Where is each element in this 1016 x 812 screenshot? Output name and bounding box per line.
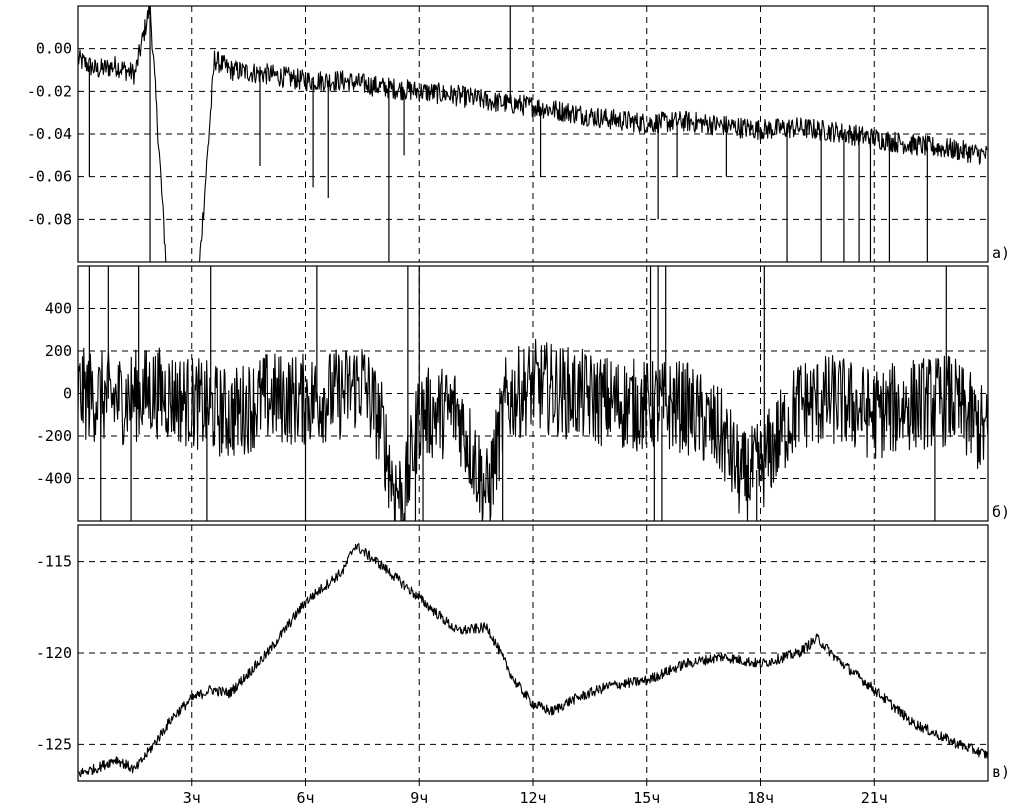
panel-label: a): [992, 244, 1010, 262]
gridlines: [78, 525, 988, 781]
y-tick-label: 0.00: [36, 40, 72, 58]
x-tick-label: 21ч: [861, 789, 888, 807]
y-tick-label: -120: [36, 644, 72, 662]
y-tick-label: 0: [63, 385, 72, 403]
y-tick-label: 400: [45, 300, 72, 318]
panel-a: 0.00 -0.02 -0.04 -0.06 -0.08 a): [27, 5, 1010, 263]
y-tick-label: -0.02: [27, 82, 72, 100]
y-tick-label: -0.04: [27, 125, 72, 143]
series-line: [78, 543, 988, 778]
y-tick-label: -0.06: [27, 168, 72, 186]
x-tick-label: 12ч: [519, 789, 546, 807]
panel-label: в): [992, 763, 1010, 781]
panel-c: -115 -120 -125 в): [36, 524, 1010, 782]
plot-frame: [77, 5, 989, 263]
y-tick-label: -125: [36, 735, 72, 753]
panel-label: б): [992, 503, 1010, 521]
plot-frame: [77, 265, 989, 522]
y-tick-label: 200: [45, 342, 72, 360]
x-tick-label: 3ч: [183, 789, 201, 807]
y-tick-label: -115: [36, 553, 72, 571]
gridlines: [78, 6, 988, 262]
y-tick-label: -400: [36, 470, 72, 488]
y-tick-label: -200: [36, 427, 72, 445]
x-tick-label: 18ч: [747, 789, 774, 807]
y-tick-label: -0.08: [27, 210, 72, 228]
series-line: [78, 338, 988, 521]
panel-b: 400 200 0 -200 -400 б): [36, 265, 1010, 522]
series-line: [78, 6, 988, 262]
x-tick-label: 15ч: [633, 789, 660, 807]
x-tick-label: 9ч: [410, 789, 428, 807]
x-axis: 3ч 6ч 9ч 12ч 15ч 18ч 21ч: [183, 781, 888, 807]
x-tick-label: 6ч: [296, 789, 314, 807]
